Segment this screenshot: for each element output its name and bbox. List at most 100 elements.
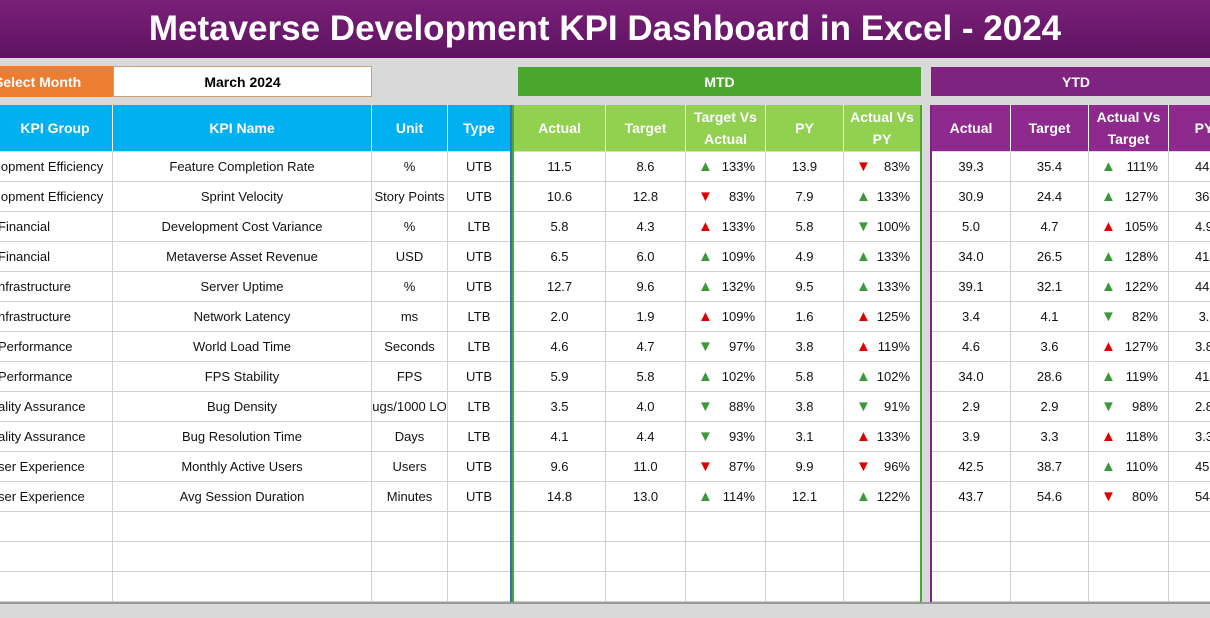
status-cell: ▲ 133%	[844, 242, 921, 272]
status-cell: ▼ 82%	[1089, 302, 1169, 332]
empty-cell	[932, 542, 1011, 572]
percent-value: 132%	[721, 279, 755, 294]
kpi-cell: Network Latency	[113, 302, 372, 332]
value-cell: 11.5	[514, 152, 606, 182]
section-border	[510, 105, 512, 602]
status-cell: ▲ 110%	[1089, 452, 1169, 482]
value-cell: 5.9	[514, 362, 606, 392]
kpi-cell: Feature Completion Rate	[113, 152, 372, 182]
empty-cell	[1089, 542, 1169, 572]
value-cell: 5.0	[932, 212, 1011, 242]
status-arrow: ▼	[1101, 398, 1116, 415]
empty-cell	[606, 512, 686, 542]
column-header: Target	[1011, 105, 1089, 151]
kpi-cell: LTB	[448, 392, 511, 422]
value-cell: 45.	[1169, 452, 1210, 482]
value-cell: 4.1	[514, 422, 606, 452]
value-cell: 4.9	[766, 242, 844, 272]
empty-cell	[372, 572, 448, 602]
value-cell: 12.7	[514, 272, 606, 302]
percent-value: 100%	[876, 219, 910, 234]
value-cell: 13.9	[766, 152, 844, 182]
value-cell: 4.4	[606, 422, 686, 452]
status-arrow: ▲	[856, 368, 871, 385]
kpi-cell: LTB	[448, 302, 511, 332]
status-cell: ▼ 93%	[686, 422, 766, 452]
value-cell: 4.3	[606, 212, 686, 242]
value-cell: 10.6	[514, 182, 606, 212]
empty-cell	[932, 512, 1011, 542]
column-header: Target	[606, 105, 686, 151]
value-cell: 2.9	[932, 392, 1011, 422]
value-cell: 26.5	[1011, 242, 1089, 272]
kpi-cell: UTB	[448, 272, 511, 302]
status-arrow: ▼	[698, 428, 713, 445]
percent-value: 125%	[876, 309, 910, 324]
value-cell: 3.3	[1169, 422, 1210, 452]
value-cell: 41.	[1169, 362, 1210, 392]
empty-cell	[113, 512, 372, 542]
kpi-cell: Bug Density	[113, 392, 372, 422]
empty-cell	[766, 572, 844, 602]
percent-value: 133%	[876, 279, 910, 294]
month-selector[interactable]: March 2024	[113, 66, 372, 97]
value-cell: 3.	[1169, 302, 1210, 332]
kpi-cell: UTB	[448, 482, 511, 512]
value-cell: 39.1	[932, 272, 1011, 302]
kpi-cell: Bug Resolution Time	[113, 422, 372, 452]
empty-cell	[932, 572, 1011, 602]
value-cell: 5.8	[766, 212, 844, 242]
percent-value: 102%	[876, 369, 910, 384]
value-cell: 35.4	[1011, 152, 1089, 182]
kpi-cell: Performance	[0, 332, 113, 362]
percent-value: 105%	[1124, 219, 1158, 234]
kpi-cell: UTB	[448, 182, 511, 212]
empty-cell	[1089, 572, 1169, 602]
status-cell: ▼ 96%	[844, 452, 921, 482]
value-cell: 34.0	[932, 362, 1011, 392]
column-header: KPI Name	[113, 105, 372, 151]
status-arrow: ▲	[1101, 458, 1116, 475]
status-cell: ▲ 133%	[686, 152, 766, 182]
percent-value: 119%	[877, 339, 910, 354]
empty-cell	[113, 542, 372, 572]
percent-value: 88%	[728, 399, 755, 414]
value-cell: 44.	[1169, 152, 1210, 182]
kpi-cell: lopment Efficiency	[0, 182, 113, 212]
kpi-cell: Users	[372, 452, 448, 482]
percent-value: 109%	[721, 309, 755, 324]
value-cell: 5.8	[514, 212, 606, 242]
percent-value: 133%	[876, 189, 910, 204]
kpi-cell: LTB	[448, 332, 511, 362]
status-cell: ▼ 98%	[1089, 392, 1169, 422]
kpi-cell: Monthly Active Users	[113, 452, 372, 482]
status-cell: ▲ 119%	[844, 332, 921, 362]
kpi-cell: Minutes	[372, 482, 448, 512]
value-cell: 3.6	[1011, 332, 1089, 362]
value-cell: 5.8	[606, 362, 686, 392]
percent-value: 80%	[1131, 489, 1158, 504]
kpi-cell: Sprint Velocity	[113, 182, 372, 212]
percent-value: 97%	[728, 339, 755, 354]
percent-value: 98%	[1131, 399, 1158, 414]
value-cell: 4.0	[606, 392, 686, 422]
value-cell: 1.9	[606, 302, 686, 332]
value-cell: 54.6	[1011, 482, 1089, 512]
status-cell: ▲ 127%	[1089, 182, 1169, 212]
status-arrow: ▲	[698, 308, 713, 325]
empty-cell	[1011, 572, 1089, 602]
empty-cell	[1169, 512, 1210, 542]
value-cell: 43.7	[932, 482, 1011, 512]
value-cell: 5.8	[766, 362, 844, 392]
empty-cell	[372, 542, 448, 572]
empty-cell	[606, 572, 686, 602]
kpi-cell: nfrastructure	[0, 302, 113, 332]
kpi-cell: Development Cost Variance	[113, 212, 372, 242]
empty-cell	[514, 542, 606, 572]
value-cell: 2.0	[514, 302, 606, 332]
column-header: Actual	[514, 105, 606, 151]
status-cell: ▼ 87%	[686, 452, 766, 482]
kpi-cell: LTB	[448, 422, 511, 452]
status-arrow: ▲	[698, 248, 713, 265]
section-border	[930, 105, 932, 602]
